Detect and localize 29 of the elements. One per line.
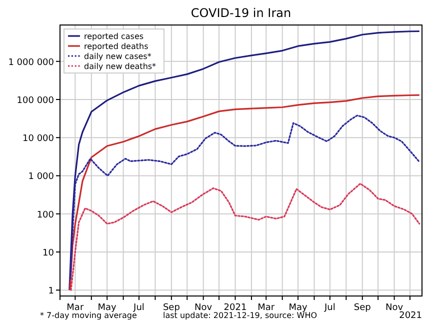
y-tick-label: 1 bbox=[48, 286, 54, 297]
x-tick-label: 2021 bbox=[224, 303, 247, 313]
legend-label: daily new cases* bbox=[84, 52, 152, 61]
x-tick-label: Mar bbox=[66, 303, 84, 313]
x-tick-label: Jul bbox=[132, 303, 144, 313]
line-series bbox=[68, 30, 420, 291]
y-tick-label: 1 000 000 bbox=[8, 58, 54, 68]
chart-title: COVID-19 in Iran bbox=[190, 6, 292, 20]
text: * 7-day moving average bbox=[40, 311, 137, 320]
line-series bbox=[70, 182, 420, 291]
x-tick-label: May bbox=[288, 303, 308, 313]
y-tick-label: 10 000 bbox=[22, 134, 54, 144]
x-tick-label: Nov bbox=[194, 303, 213, 313]
x-tick-label: Sep bbox=[162, 303, 180, 313]
x-tick-label: Jul bbox=[324, 303, 336, 313]
text: 2021 bbox=[399, 311, 422, 321]
line-series bbox=[69, 94, 420, 291]
x-tick-label: Mar bbox=[258, 303, 275, 313]
y-tick-label: 100 000 bbox=[16, 96, 54, 106]
legend-label: reported deaths bbox=[84, 42, 148, 51]
x-tick-label: Sep bbox=[354, 303, 372, 313]
text: last update: 2021-12-19, source: WHO bbox=[163, 311, 318, 320]
legend-label: reported cases bbox=[84, 32, 144, 41]
y-tick-label: 10 bbox=[42, 248, 54, 258]
line-series bbox=[70, 114, 420, 280]
y-tick-label: 1 000 bbox=[28, 172, 54, 182]
x-tick-label: May bbox=[98, 303, 118, 313]
y-tick-label: 100 bbox=[36, 210, 54, 220]
legend-label: daily new deaths* bbox=[84, 62, 156, 71]
